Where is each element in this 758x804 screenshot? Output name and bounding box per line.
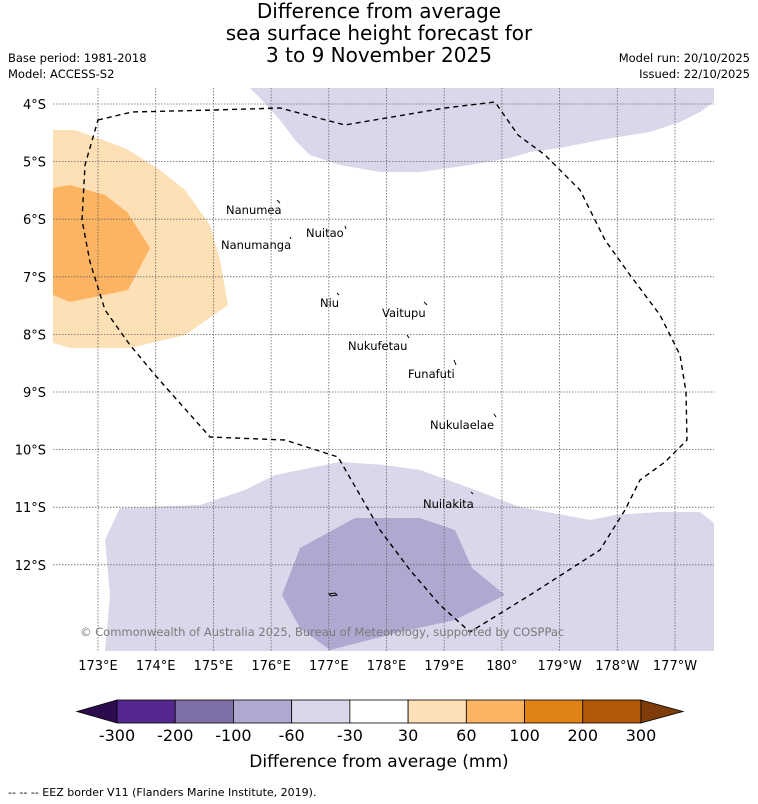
latitude-label: 4°S — [23, 98, 46, 113]
latitude-label: 5°S — [23, 156, 46, 171]
island-nukufetau-shape — [406, 334, 410, 339]
island-nuitao-shape — [344, 225, 347, 230]
anomaly-fields — [53, 88, 714, 651]
island-niu: Niu — [320, 292, 340, 310]
title-line-1: Difference from average — [256, 0, 502, 23]
island-label: Vaitupu — [382, 306, 426, 320]
colorbar-tick-label: -200 — [157, 726, 193, 745]
island-label: Nuitao — [306, 226, 344, 240]
colorbar-tick-label: 200 — [568, 726, 599, 745]
island-funafuti-shape — [453, 359, 457, 366]
colorbar-tick-label: -300 — [99, 726, 135, 745]
island-vaitupu-shape — [423, 301, 428, 306]
title-line-2: sea surface height forecast for — [225, 21, 533, 45]
island-nuitao: Nuitao — [306, 225, 347, 240]
latitude-label: 12°S — [15, 559, 46, 574]
colorbar-box — [233, 699, 293, 724]
longitude-label: 177°W — [653, 659, 697, 674]
latitude-label: 8°S — [23, 328, 46, 343]
island-nukufetau: Nukufetau — [348, 334, 410, 353]
colorbar-box — [116, 699, 176, 724]
eez-footer-note: -- -- -- EEZ border V11 (Flanders Marine… — [8, 786, 317, 799]
colorbar-tick-label: -100 — [215, 726, 251, 745]
latitude-labels: 4°S 5°S 6°S 7°S 8°S 9°S 10°S 11°S 12°S — [15, 98, 46, 574]
colorbar-box — [407, 699, 467, 724]
colorbar-tick-label: 60 — [456, 726, 476, 745]
colorbar-tick-label: 300 — [626, 726, 657, 745]
longitude-label: 178°W — [595, 659, 639, 674]
island-label: Nukulaelae — [430, 418, 494, 432]
longitude-label: 180° — [486, 659, 517, 674]
latitude-label: 11°S — [15, 501, 46, 516]
colorbar-tick-label: 30 — [398, 726, 418, 745]
model-name: Model: ACCESS-S2 — [8, 67, 115, 81]
anomaly-north-light-purple — [250, 88, 714, 172]
anomaly-south-medium-purple — [282, 518, 505, 650]
island-marker-south — [327, 592, 339, 597]
colorbar-box — [291, 699, 351, 724]
colorbar-box — [465, 699, 525, 724]
anomaly-west-orange — [53, 185, 150, 302]
longitude-label: 177°E — [309, 659, 349, 674]
longitude-label: 179°E — [424, 659, 464, 674]
copyright-text: © Commonwealth of Australia 2025, Bureau… — [80, 625, 564, 639]
colorbar-box — [582, 699, 642, 724]
base-period: Base period: 1981-2018 — [8, 51, 147, 65]
colorbar-extend-high — [640, 699, 685, 724]
colorbar-extend-low — [75, 699, 118, 724]
island-label: Niu — [320, 296, 339, 310]
longitude-labels: 173°E 174°E 175°E 176°E 177°E 178°E 179°E 180° 1… — [78, 659, 697, 674]
latitude-label: 9°S — [23, 386, 46, 401]
issued-date: Issued: 22/10/2025 — [639, 67, 750, 81]
longitude-label: 178°E — [367, 659, 407, 674]
island-nukulaelae: Nukulaelae — [430, 413, 497, 432]
island-label: Nuilakita — [423, 497, 474, 511]
meta-left: Base period: 1981-2018 Model: ACCESS-S2 — [8, 50, 147, 82]
latitude-label: 7°S — [23, 271, 46, 286]
islands: Nanumea Nuitao Nanumanga Niu Vaitupu Nuk… — [221, 199, 497, 511]
island-nukulaelae-shape — [493, 413, 497, 418]
longitude-label: 175°E — [194, 659, 234, 674]
meta-right: Model run: 20/10/2025 Issued: 22/10/2025 — [619, 50, 750, 82]
island-nuilakita: Nuilakita — [423, 491, 474, 511]
colorbar-tick-label: -30 — [337, 726, 363, 745]
island-funafuti: Funafuti — [408, 359, 457, 381]
chart-title: Difference from average sea surface heig… — [0, 0, 758, 66]
island-vaitupu: Vaitupu — [382, 301, 428, 320]
colorbar-box — [524, 699, 584, 724]
island-niu-shape — [336, 292, 340, 296]
colorbar-tick-label: -60 — [279, 726, 305, 745]
latitude-label: 6°S — [23, 213, 46, 228]
longitude-label: 179°W — [538, 659, 582, 674]
longitude-label: 176°E — [251, 659, 291, 674]
island-nanumea-shape — [276, 199, 281, 204]
island-nanumanga: Nanumanga — [221, 236, 292, 252]
colorbar-box — [349, 699, 409, 724]
island-nanumea: Nanumea — [226, 199, 282, 217]
island-nanumanga-shape — [289, 236, 292, 240]
longitude-label: 173°E — [78, 659, 118, 674]
island-label: Nukufetau — [348, 339, 407, 353]
colorbar-label: Difference from average (mm) — [249, 752, 508, 772]
colorbar-tick-label: 100 — [509, 726, 540, 745]
colorbar-box — [174, 699, 234, 724]
island-nuilakita-shape — [470, 491, 474, 495]
island-label: Funafuti — [408, 367, 455, 381]
longitude-label: 174°E — [136, 659, 176, 674]
model-run: Model run: 20/10/2025 — [618, 51, 750, 65]
gridlines — [53, 88, 714, 651]
island-label: Nanumanga — [221, 238, 291, 252]
island-label: Nanumea — [226, 203, 282, 217]
latitude-label: 10°S — [15, 444, 46, 459]
title-line-3: 3 to 9 November 2025 — [266, 43, 492, 67]
colorbar: -300 -200 -100 -60 -30 30 60 100 200 300 — [75, 699, 685, 745]
